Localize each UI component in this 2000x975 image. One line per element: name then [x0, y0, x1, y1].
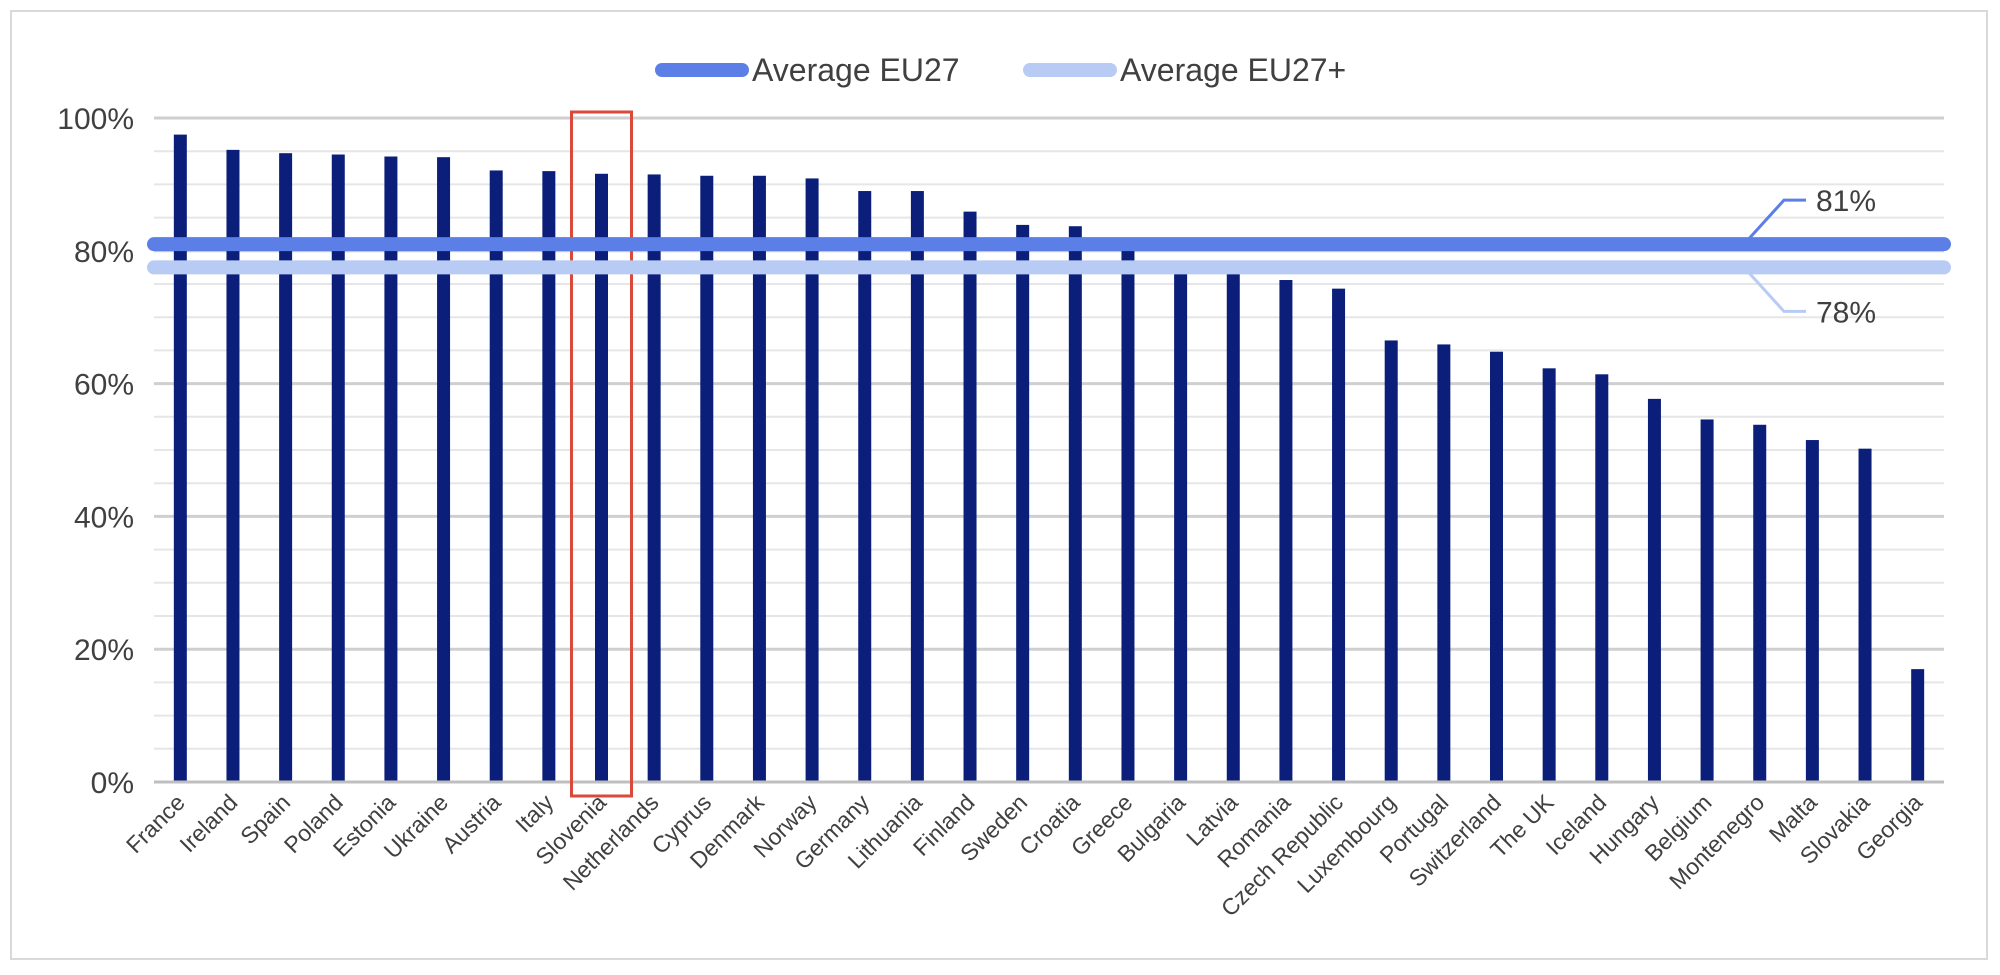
y-tick-label: 60%: [74, 369, 134, 402]
bar-denmark: [752, 175, 766, 782]
legend-label: Average EU27+: [1120, 52, 1346, 88]
gridlines: [154, 116, 1944, 784]
bar-hungary: [1647, 398, 1661, 782]
reference-value-label: 78%: [1816, 296, 1876, 329]
bar-netherlands: [647, 174, 661, 782]
reference-value-label: 81%: [1816, 185, 1876, 218]
bar-latvia: [1226, 274, 1240, 782]
y-tick-label: 20%: [74, 634, 134, 667]
y-tick-label: 40%: [74, 501, 134, 534]
bar-montenegro: [1753, 424, 1767, 782]
bar-slovenia: [595, 173, 608, 782]
bar-sweden: [1016, 224, 1030, 783]
reference-lines: 81% 78%: [147, 110, 1951, 798]
bar-norway: [805, 178, 819, 782]
legend: Average EU27 Average EU27+: [655, 52, 1346, 88]
x-tick-label: Ireland: [174, 789, 242, 857]
bar-chart: 0% 20% 40% 60% 80% 100% FranceIrelandSpainPol…: [57, 52, 1951, 921]
bar-spain: [279, 153, 293, 782]
y-tick-label: 0%: [91, 767, 134, 800]
bar-switzerland: [1490, 351, 1503, 782]
bar-iceland: [1595, 374, 1609, 782]
callout-leader: [1742, 266, 1806, 313]
x-tick-label: Austria: [437, 789, 506, 858]
bar-austria: [489, 170, 503, 782]
y-axis: 0% 20% 40% 60% 80% 100%: [57, 103, 134, 800]
bar-lithuania: [910, 191, 924, 783]
bar-poland: [331, 154, 345, 782]
bars: [173, 134, 1925, 783]
bar-belgium: [1700, 419, 1714, 782]
bar-czech-republic: [1332, 288, 1346, 782]
bar-portugal: [1437, 344, 1451, 782]
bar-romania: [1279, 280, 1293, 782]
bar-bulgaria: [1174, 270, 1188, 782]
highlight-box: [570, 110, 633, 798]
bar-france: [173, 134, 187, 783]
bar-ukraine: [437, 157, 451, 782]
bar-estonia: [384, 156, 398, 783]
y-tick-label: 100%: [57, 103, 134, 136]
bar-the-uk: [1542, 368, 1556, 782]
x-axis: FranceIrelandSpainPolandEstoniaUkraineAu…: [121, 780, 1944, 921]
bar-slovakia: [1858, 448, 1872, 782]
legend-label: Average EU27: [752, 52, 960, 88]
bar-finland: [963, 211, 977, 782]
bar-italy: [542, 171, 556, 782]
bar-greece: [1121, 240, 1135, 783]
bar-malta: [1805, 440, 1819, 782]
bar-germany: [858, 191, 872, 783]
y-tick-label: 80%: [74, 236, 134, 269]
callout-leader: [1742, 198, 1806, 246]
bar-georgia: [1911, 669, 1925, 782]
bar-croatia: [1068, 226, 1082, 782]
bar-ireland: [226, 149, 240, 782]
bar-cyprus: [700, 175, 714, 782]
chart-frame: 0% 20% 40% 60% 80% 100% France Ireland Spain Pol…: [10, 10, 1988, 960]
bar-luxembourg: [1384, 340, 1398, 782]
